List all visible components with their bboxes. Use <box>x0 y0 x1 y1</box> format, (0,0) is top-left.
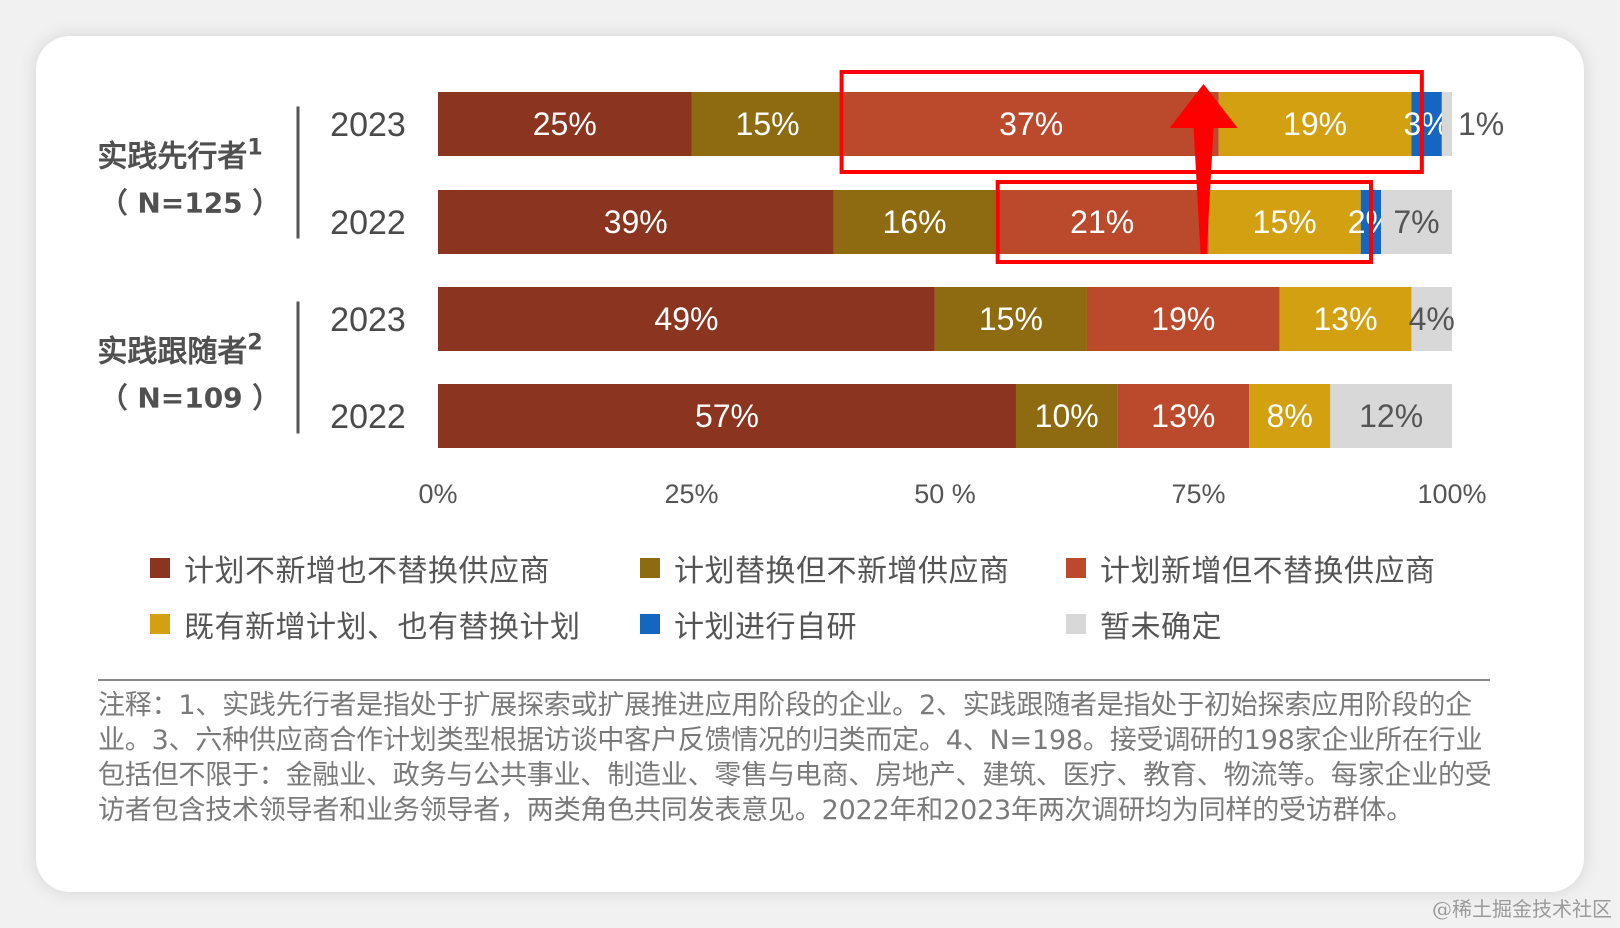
x-tick-label: 25% <box>664 479 718 509</box>
legend-label: 既有新增计划、也有替换计划 <box>184 610 581 645</box>
data-label: 4% <box>1409 301 1455 337</box>
group-superscript: 2 <box>247 331 262 356</box>
year-label: 2022 <box>330 398 406 436</box>
bar-segment <box>1208 190 1361 254</box>
bar-segment <box>1279 287 1412 351</box>
bar-segment <box>995 190 1209 254</box>
highlight-box-2022 <box>995 180 1374 264</box>
data-label: 57% <box>695 398 759 434</box>
bar-segment <box>1117 384 1250 448</box>
legend-item: 计划新增但不替换供应商 <box>1066 548 1436 589</box>
stacked-bar-chart: 25% 15% 37% 19% 3% 1%39% 16% 21% 15% 2% 7%49% 15% 19… <box>97 70 1504 509</box>
bar-segment <box>843 92 1219 156</box>
data-label: 13% <box>1151 398 1215 434</box>
bar-segment <box>1411 287 1452 351</box>
legend-label: 计划进行自研 <box>674 610 857 645</box>
bar-segment <box>1015 384 1118 448</box>
legend-label: 计划新增但不替换供应商 <box>1100 554 1436 589</box>
bar-segment <box>1330 384 1452 448</box>
highlight-box-2023 <box>839 70 1424 174</box>
group-n-label: （ N=109 ） <box>100 382 281 415</box>
chart-card <box>36 36 1584 892</box>
legend-swatch <box>640 558 660 578</box>
data-label: 19% <box>1151 301 1215 337</box>
bar-segment <box>438 92 692 156</box>
year-label: 2022 <box>330 204 406 242</box>
legend-label: 暂未确定 <box>1100 610 1222 645</box>
year-label: 2023 <box>330 301 406 339</box>
legend-swatch <box>640 614 660 634</box>
data-label: 16% <box>883 204 947 240</box>
data-label: 1% <box>1458 106 1504 142</box>
data-label: 10% <box>1035 398 1099 434</box>
bar-segment <box>934 287 1087 351</box>
year-label: 2023 <box>330 106 406 144</box>
data-label: 13% <box>1314 301 1378 337</box>
bar-segment <box>1411 92 1442 156</box>
x-tick-label: 100% <box>1417 479 1486 509</box>
data-label: 21% <box>1070 204 1134 240</box>
legend-swatch <box>1066 614 1086 634</box>
data-label: 37% <box>999 106 1063 142</box>
watermark: @稀土掘金技术社区 <box>1432 897 1612 921</box>
bar-segment <box>438 287 935 351</box>
footnote: 注释：1、实践先行者是指处于扩展探索或扩展推进应用阶段的企业。2、实践跟随者是指… <box>98 690 1492 826</box>
legend-item: 暂未确定 <box>1066 604 1222 645</box>
data-label: 49% <box>654 301 718 337</box>
bar-segment <box>1381 190 1452 254</box>
group-label: 实践跟随者2 <box>97 331 262 370</box>
data-label: 15% <box>979 301 1043 337</box>
data-label: 15% <box>736 106 800 142</box>
data-label: 12% <box>1359 398 1423 434</box>
legend-label: 计划不新增也不替换供应商 <box>184 554 550 589</box>
bar-segment <box>1441 92 1452 156</box>
bar-segment <box>1249 384 1331 448</box>
data-label: 19% <box>1283 106 1347 142</box>
bar-segment <box>1086 287 1280 351</box>
data-label: 7% <box>1393 204 1439 240</box>
x-tick-label: 75% <box>1171 479 1225 509</box>
group-n-label: （ N=125 ） <box>100 187 281 220</box>
x-tick-label: 50 % <box>914 479 976 509</box>
bar-segment <box>438 190 834 254</box>
group-label: 实践先行者1 <box>97 136 262 175</box>
highlight-arrow <box>1169 84 1238 254</box>
bar-segment <box>691 92 844 156</box>
bar-segment <box>438 384 1016 448</box>
x-tick-label: 0% <box>418 479 457 509</box>
divider <box>98 679 1490 681</box>
legend-swatch <box>150 614 170 634</box>
data-label: 25% <box>533 106 597 142</box>
legend-item: 计划替换但不新增供应商 <box>640 548 1010 589</box>
legend-item: 计划不新增也不替换供应商 <box>150 548 550 589</box>
legend-item: 计划进行自研 <box>640 604 857 645</box>
data-label: 8% <box>1267 398 1313 434</box>
group-superscript: 1 <box>247 136 262 161</box>
legend-swatch <box>150 558 170 578</box>
data-label: 39% <box>604 204 668 240</box>
bar-segment <box>1218 92 1412 156</box>
legend-label: 计划替换但不新增供应商 <box>674 554 1010 589</box>
legend-swatch <box>1066 558 1086 578</box>
legend-item: 既有新增计划、也有替换计划 <box>150 604 581 645</box>
data-label: 15% <box>1253 204 1317 240</box>
bar-segment <box>833 190 996 254</box>
